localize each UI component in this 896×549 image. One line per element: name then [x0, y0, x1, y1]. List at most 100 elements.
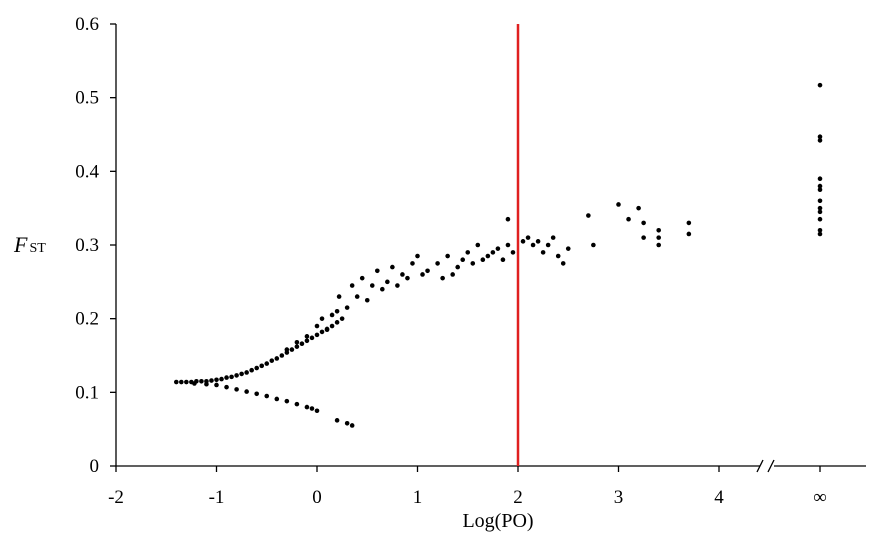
data-point — [244, 389, 249, 394]
data-point — [294, 344, 300, 349]
data-point — [344, 305, 350, 310]
data-point — [545, 242, 551, 248]
x-tick-label: -1 — [209, 487, 225, 508]
data-point — [586, 213, 591, 218]
x-tick-label: 1 — [413, 487, 423, 508]
data-point — [380, 286, 385, 292]
data-point — [686, 231, 692, 237]
data-point — [254, 391, 259, 397]
data-point — [686, 220, 692, 226]
data-point — [405, 275, 410, 281]
data-point — [229, 374, 234, 380]
data-point — [329, 323, 335, 329]
data-point — [214, 382, 219, 388]
axes — [115, 24, 866, 473]
data-point — [410, 261, 415, 266]
data-point — [339, 316, 345, 321]
data-point — [656, 242, 661, 248]
data-point — [204, 381, 209, 387]
data-point — [314, 332, 320, 338]
data-point — [475, 242, 481, 248]
data-point — [480, 257, 486, 263]
data-point — [274, 396, 280, 402]
y-tick-label: 0.5 — [75, 88, 99, 109]
data-point — [304, 338, 310, 344]
data-point — [254, 365, 259, 371]
data-points — [174, 82, 823, 428]
data-point — [324, 327, 330, 333]
data-point — [510, 250, 516, 255]
data-point — [179, 379, 184, 385]
data-point — [214, 377, 219, 383]
data-point — [470, 261, 476, 266]
data-point — [184, 379, 189, 385]
y-tick-label: 0.6 — [75, 14, 99, 35]
x-tick-label-infinity: ∞ — [813, 487, 827, 508]
x-tick-label: 0 — [312, 487, 322, 508]
data-point — [530, 242, 536, 248]
data-point — [314, 408, 320, 414]
data-point — [641, 235, 646, 240]
data-point — [209, 378, 214, 383]
data-point — [344, 420, 350, 426]
data-point — [334, 418, 340, 423]
data-point — [259, 363, 265, 369]
data-point — [425, 268, 430, 274]
data-point-infinity — [817, 216, 823, 222]
data-point — [274, 356, 280, 361]
x-tick-label: 4 — [714, 487, 724, 508]
data-point — [435, 261, 440, 266]
data-point — [284, 347, 290, 352]
data-point — [329, 312, 335, 318]
data-point — [505, 216, 511, 222]
data-point — [294, 339, 300, 345]
data-point — [495, 246, 501, 251]
data-point-infinity — [817, 187, 823, 193]
y-tick-label: 0.4 — [75, 161, 99, 182]
data-point — [304, 404, 310, 410]
data-point — [224, 375, 229, 380]
data-point — [334, 320, 340, 325]
y-tick-label: 0.1 — [75, 382, 99, 403]
data-point — [309, 335, 315, 341]
data-point-infinity — [817, 227, 823, 233]
axis-break-mark — [756, 459, 775, 473]
data-point-infinity — [817, 183, 823, 189]
data-point — [249, 367, 254, 373]
x-axis-title: Log(PO) — [462, 510, 533, 532]
data-point — [304, 334, 310, 339]
data-point — [224, 384, 229, 390]
data-point — [354, 294, 360, 299]
data-point — [334, 309, 340, 314]
data-point — [636, 205, 641, 211]
data-point — [415, 253, 420, 259]
data-point — [591, 242, 596, 248]
data-point — [369, 283, 375, 288]
y-tick-label: 0.2 — [75, 309, 99, 330]
data-point — [309, 406, 315, 411]
data-point — [219, 376, 224, 382]
data-point-infinity — [817, 134, 823, 140]
x-tick-label: 2 — [513, 487, 523, 508]
data-point — [192, 381, 197, 386]
data-point — [269, 358, 275, 363]
x-tick-label: -2 — [108, 487, 124, 508]
data-point — [540, 250, 546, 255]
data-point — [264, 393, 270, 399]
data-point — [560, 261, 566, 266]
data-point — [264, 361, 270, 366]
data-point — [294, 401, 300, 407]
data-point — [641, 220, 646, 226]
x-ticks: -2 -1 0 1 2 3 4 ∞ — [108, 466, 827, 508]
data-point-infinity — [817, 205, 823, 211]
data-point — [626, 216, 631, 222]
data-point — [349, 283, 355, 288]
data-point — [349, 423, 355, 428]
data-point — [395, 283, 400, 288]
data-point — [289, 347, 295, 352]
data-point — [244, 370, 249, 375]
data-point — [284, 398, 290, 404]
data-point — [500, 257, 506, 263]
data-point — [314, 323, 320, 329]
